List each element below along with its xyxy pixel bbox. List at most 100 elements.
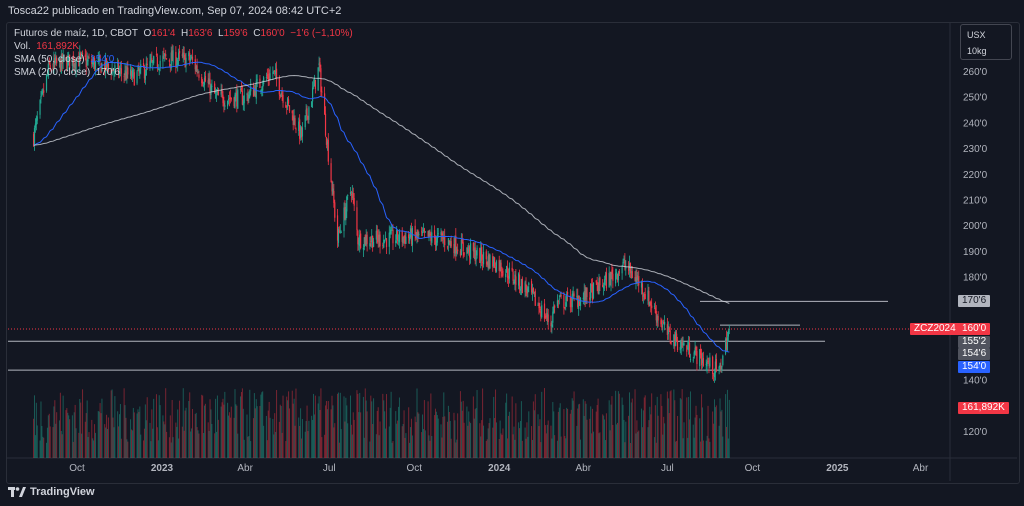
candle-body [346, 196, 348, 212]
volume-bar [443, 392, 445, 458]
candle-body [195, 66, 197, 72]
volume-bar [248, 435, 250, 458]
volume-bar [449, 420, 451, 458]
candle-body [301, 127, 304, 137]
candle-body [214, 92, 217, 94]
candle-body [513, 281, 515, 284]
units-selector[interactable]: USX 10kg [960, 24, 1012, 60]
candle-body [233, 97, 235, 107]
candle-body [608, 272, 610, 288]
volume-bar [292, 403, 294, 458]
candle-body [591, 284, 593, 286]
candle-body [145, 63, 147, 76]
volume-bar [675, 441, 677, 458]
volume-bar [73, 412, 75, 458]
candle-body [385, 238, 388, 248]
volume-bar [472, 396, 474, 458]
candle-body [461, 239, 463, 244]
volume-bar [721, 409, 723, 458]
candle-body [518, 274, 521, 290]
candle-body [427, 230, 429, 237]
candle-body [512, 271, 514, 281]
volume-bar [165, 388, 167, 458]
volume-bar [176, 426, 178, 458]
volume-bar [307, 431, 309, 458]
candle-body [151, 58, 153, 62]
volume-bar [722, 436, 724, 458]
sma50-label: SMA (50, close) [14, 54, 85, 65]
volume-bar [278, 421, 280, 458]
candle-body [319, 62, 321, 68]
candle-body [634, 277, 636, 281]
c-label: C [253, 28, 261, 39]
tradingview-logo[interactable]: TradingView [8, 486, 95, 498]
candle-body [651, 305, 653, 309]
volume-bar [166, 431, 168, 458]
candle-body [660, 320, 662, 325]
candle-body [700, 349, 702, 356]
candle-body [720, 365, 722, 370]
volume-bar [366, 411, 368, 458]
volume-bar [371, 401, 373, 458]
volume-bar [214, 433, 216, 458]
candle-body [112, 69, 114, 72]
volume-bar [467, 425, 469, 458]
candle-body [409, 236, 411, 241]
candle-body [422, 230, 425, 231]
volume-bar [195, 412, 197, 458]
candle-body [339, 230, 341, 232]
volume-bar [268, 401, 270, 458]
candle-body [343, 207, 345, 232]
volume-bar [397, 420, 399, 458]
candle-body [436, 234, 438, 243]
candle-body [577, 296, 579, 307]
candle-body [46, 73, 49, 75]
volume-bar [313, 393, 315, 458]
candle-body [457, 249, 459, 252]
volume-bar [547, 420, 549, 458]
volume-bar [198, 433, 200, 458]
volume-bar [599, 432, 601, 458]
volume-bar [414, 416, 416, 458]
volume-bar [133, 412, 135, 458]
volume-bar [538, 426, 540, 458]
volume-bar [376, 410, 378, 458]
volume-bar [692, 424, 694, 458]
candle-body [494, 257, 496, 268]
candle-body [689, 359, 692, 360]
volume-bar [345, 397, 347, 458]
candle-body [726, 337, 729, 351]
volume-bar [169, 415, 171, 458]
volume-bar [306, 405, 308, 458]
volume-bar [486, 439, 488, 458]
volume-bar [123, 388, 125, 458]
candle-body [621, 267, 623, 274]
volume-bar [719, 398, 721, 458]
y-tick-label: 250'0 [963, 93, 988, 104]
volume-bar [295, 388, 297, 458]
volume-bar [396, 423, 398, 458]
x-tick-label: 2025 [826, 463, 849, 474]
candle-body [655, 311, 657, 321]
candle-body [366, 234, 368, 244]
candle-body [700, 353, 703, 366]
volume-bar [196, 427, 198, 458]
candle-body [230, 97, 232, 100]
candle-body [275, 68, 278, 80]
volume-bar [240, 392, 242, 458]
volume-bar [725, 394, 727, 458]
candle-body [605, 272, 608, 289]
candle-body [234, 94, 236, 108]
candle-body [48, 61, 50, 64]
volume-bar [552, 402, 554, 458]
candle-body [727, 330, 729, 337]
candle-body [644, 294, 646, 300]
candle-body [384, 239, 386, 242]
candle-body [110, 69, 112, 75]
candle-body [188, 52, 190, 57]
candle-body [705, 363, 707, 365]
candle-body [78, 58, 80, 67]
volume-bar [227, 402, 229, 458]
volume-bar [337, 393, 339, 458]
